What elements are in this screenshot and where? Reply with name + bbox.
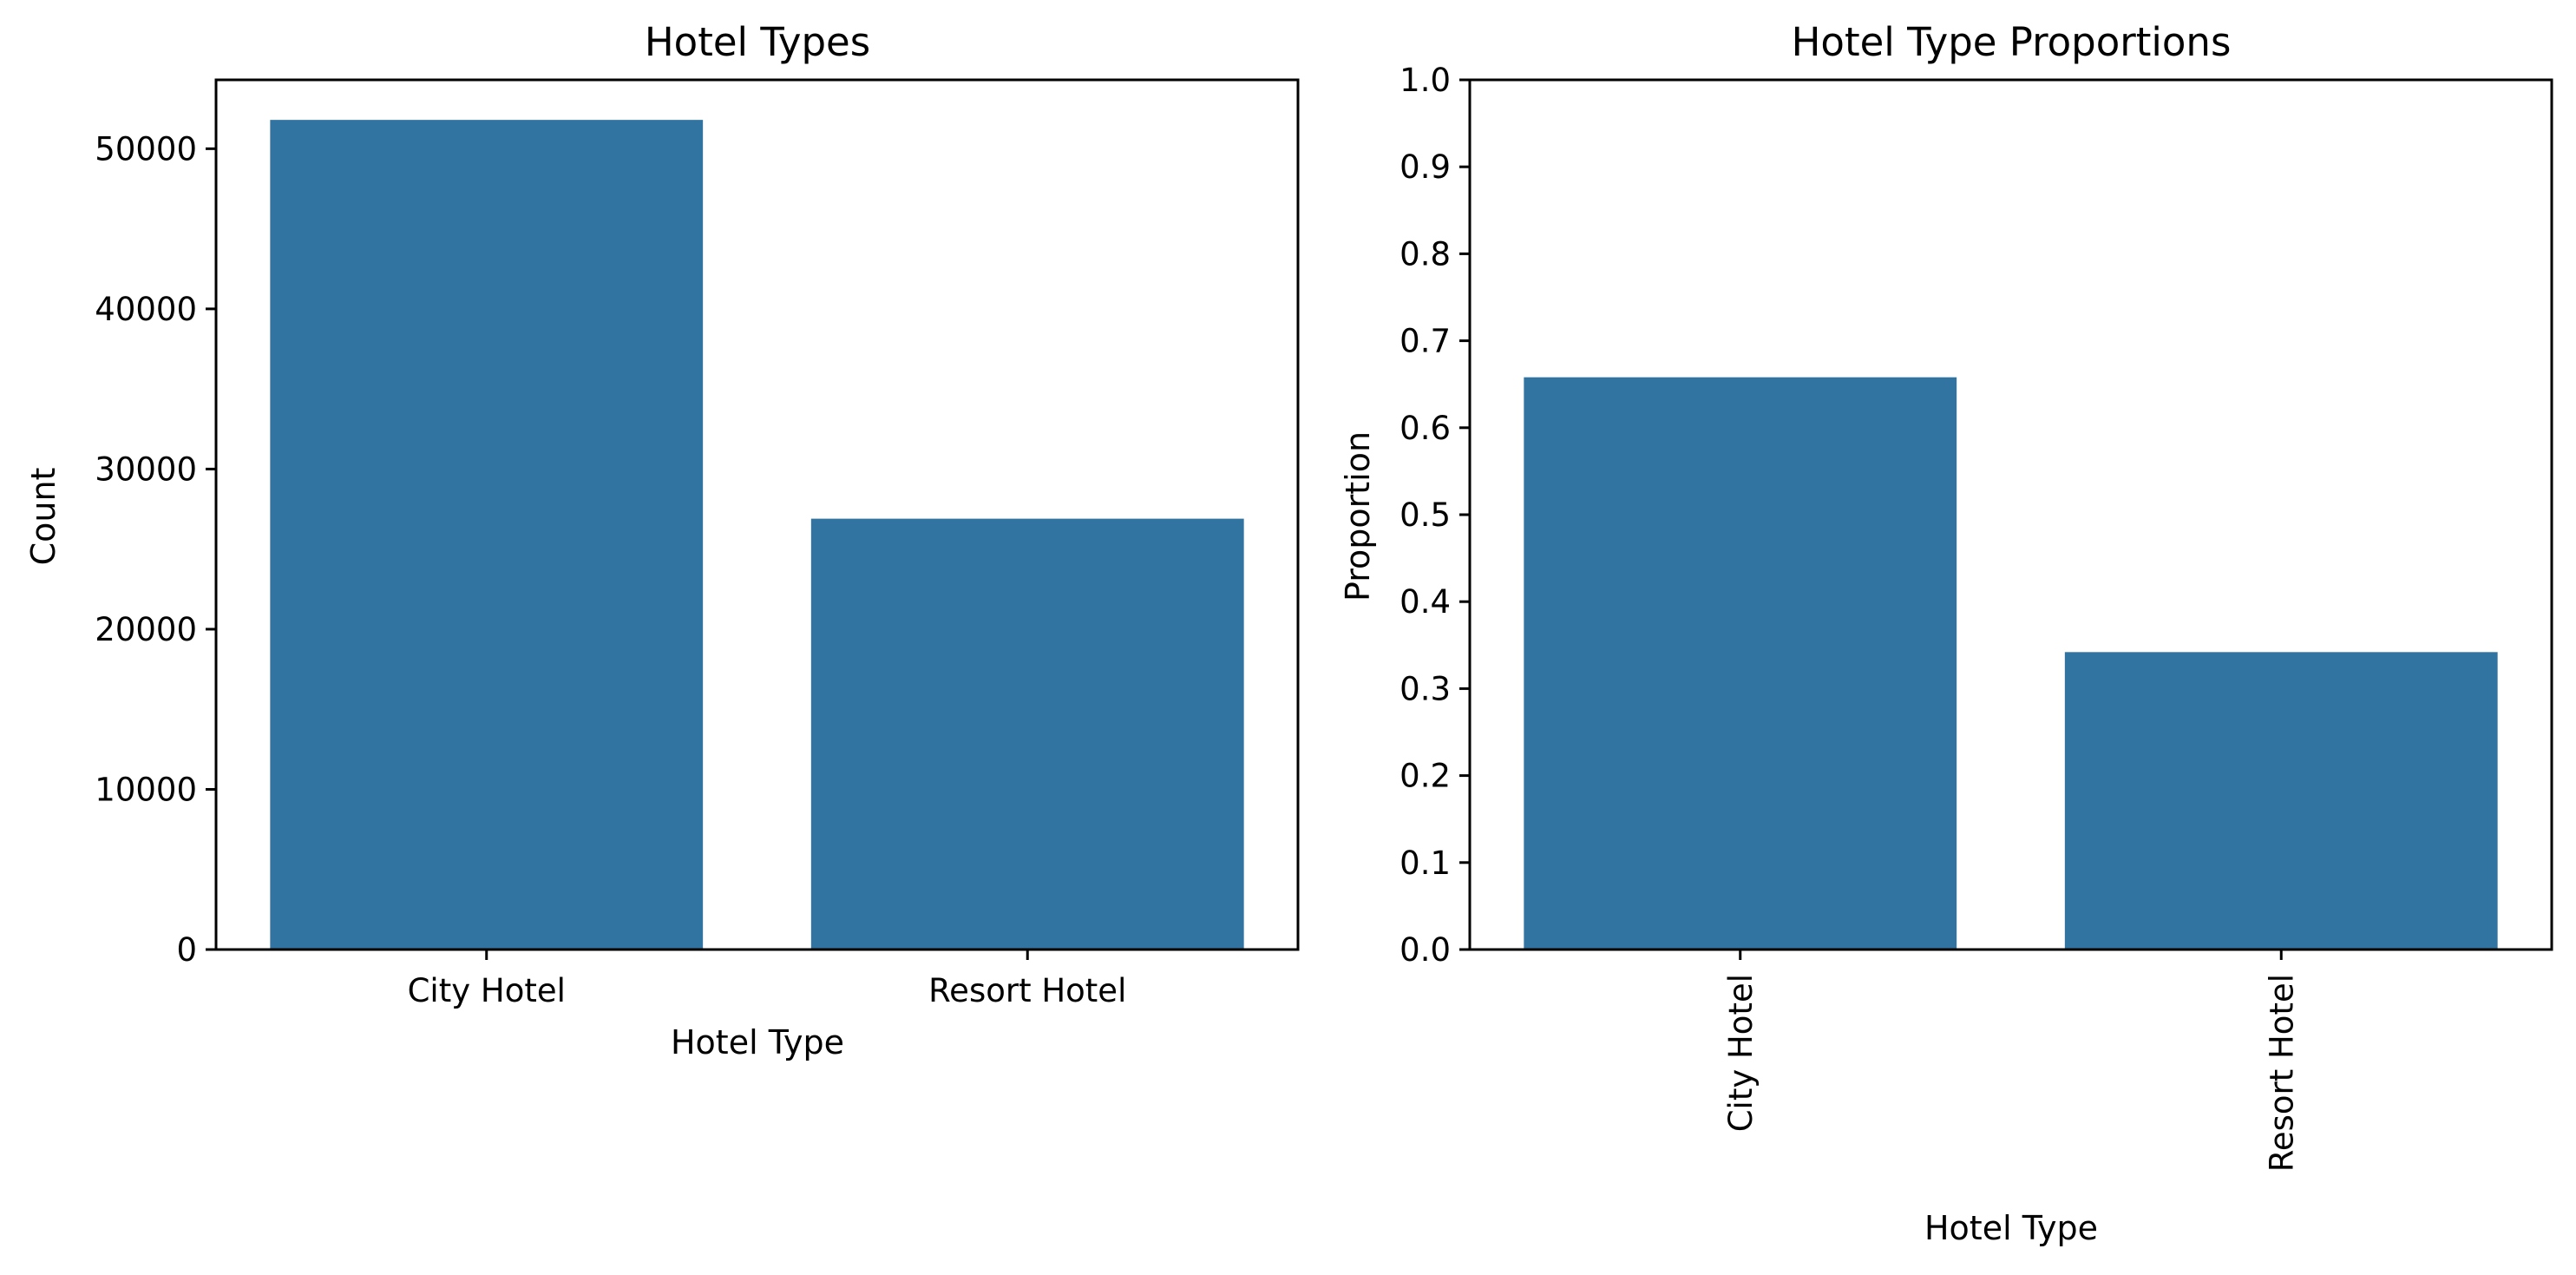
y-tick-label: 0.3 bbox=[1399, 670, 1451, 707]
bars bbox=[1524, 377, 2498, 950]
y-tick-label: 50000 bbox=[95, 130, 197, 168]
y-tick-label: 40000 bbox=[95, 291, 197, 328]
y-ticks: 0 10000 20000 30000 40000 50000 bbox=[95, 130, 216, 969]
bar bbox=[270, 120, 704, 950]
plot-frame bbox=[214, 78, 1300, 951]
bar bbox=[2064, 652, 2498, 950]
y-tick-label: 0.9 bbox=[1399, 148, 1451, 186]
bars bbox=[270, 120, 1244, 950]
x-axis-label: Hotel Type bbox=[671, 1023, 844, 1061]
y-tick-label: 0.2 bbox=[1399, 758, 1451, 795]
y-axis-label: Proportion bbox=[1339, 431, 1377, 601]
plot-frame bbox=[1468, 78, 2553, 951]
bar bbox=[810, 518, 1244, 950]
y-tick-label: 20000 bbox=[95, 611, 197, 648]
y-tick-label: 0.5 bbox=[1399, 496, 1451, 534]
x-ticks: City Hotel Resort Hotel bbox=[408, 950, 1126, 1009]
y-axis-label: Count bbox=[24, 468, 62, 566]
bar bbox=[1524, 377, 1957, 950]
x-axis-label: Hotel Type bbox=[1924, 1209, 2098, 1247]
y-ticks: 0.0 0.1 0.2 0.3 0.4 0.5 0.6 0.7 0.8 0.9 1.0 bbox=[1399, 62, 1470, 969]
y-tick-label: 0.0 bbox=[1399, 931, 1451, 969]
chart-hotel-types: Hotel Types Count Hotel Type 0 10000 20000… bbox=[24, 19, 1300, 1061]
y-tick-label: 0.6 bbox=[1399, 410, 1451, 447]
y-tick-label: 0.8 bbox=[1399, 235, 1451, 273]
x-tick-label: Resort Hotel bbox=[928, 972, 1126, 1009]
x-tick-label: Resort Hotel bbox=[2263, 974, 2300, 1172]
y-tick-label: 0 bbox=[176, 931, 197, 969]
chart-title: Hotel Types bbox=[645, 19, 870, 65]
y-tick-label: 0.7 bbox=[1399, 323, 1451, 360]
x-tick-label: City Hotel bbox=[408, 972, 566, 1009]
chart-hotel-type-proportions: Hotel Type Proportions Proportion Hotel … bbox=[1339, 19, 2553, 1247]
y-tick-label: 0.4 bbox=[1399, 583, 1451, 621]
y-tick-label: 0.1 bbox=[1399, 845, 1451, 882]
y-tick-label: 30000 bbox=[95, 450, 197, 488]
chart-title: Hotel Type Proportions bbox=[1792, 19, 2232, 65]
x-ticks: City Hotel Resort Hotel bbox=[1722, 950, 2300, 1172]
y-tick-label: 10000 bbox=[95, 771, 197, 808]
x-tick-label: City Hotel bbox=[1722, 974, 1760, 1132]
y-tick-label: 1.0 bbox=[1399, 62, 1451, 99]
